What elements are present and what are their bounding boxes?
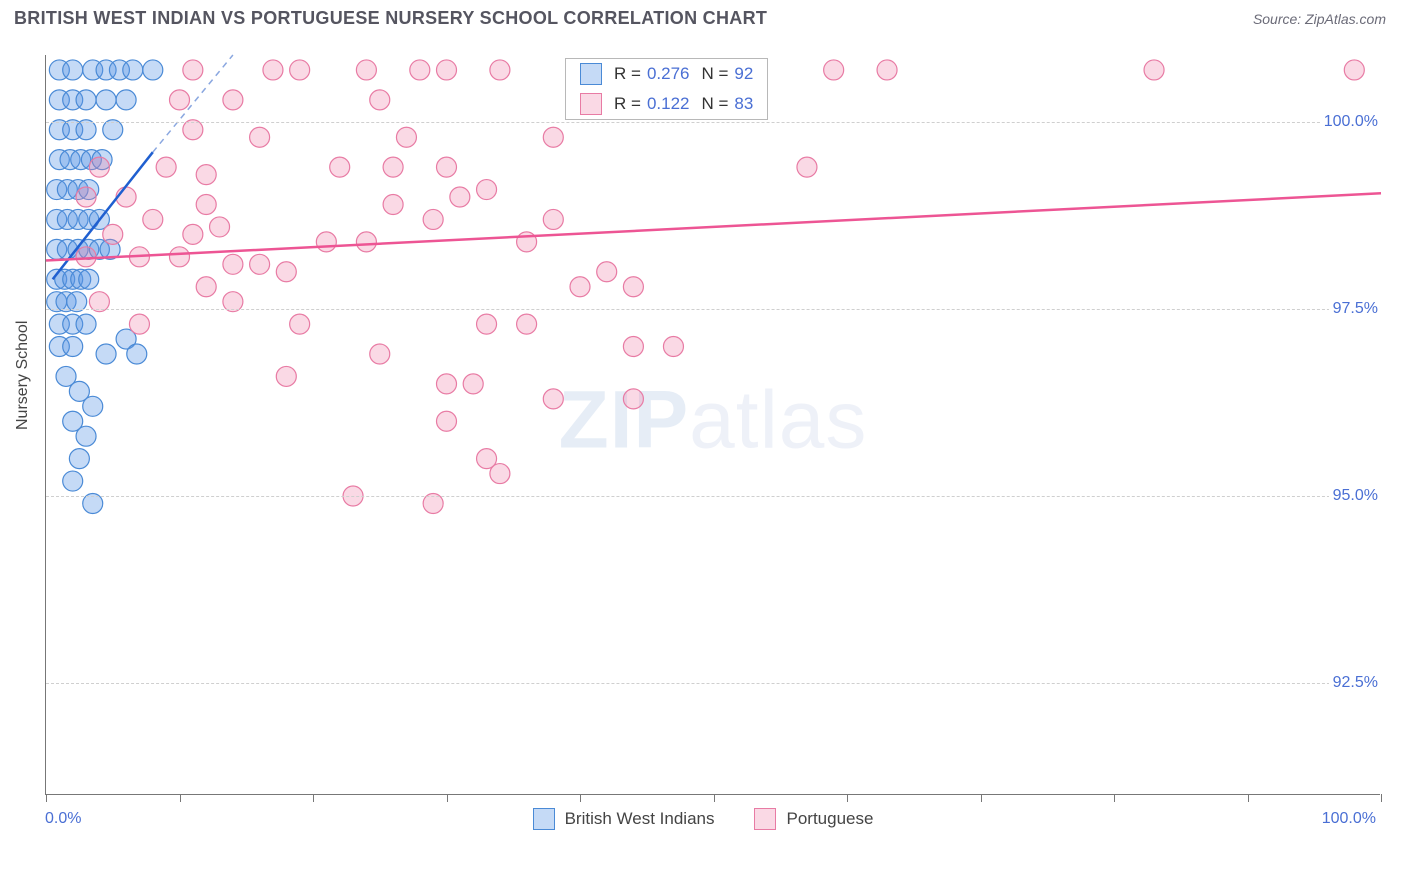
x-tick bbox=[981, 794, 982, 802]
stats-legend: R = 0.276 N = 92 R = 0.122 N = 83 bbox=[565, 58, 768, 120]
x-tick bbox=[1381, 794, 1382, 802]
legend-swatch-bwi bbox=[533, 808, 555, 830]
gridline bbox=[46, 496, 1380, 497]
x-tick bbox=[580, 794, 581, 802]
legend-item-bwi: British West Indians bbox=[533, 808, 715, 830]
gridline bbox=[46, 309, 1380, 310]
swatch-bwi bbox=[580, 63, 602, 85]
swatch-port bbox=[580, 93, 602, 115]
series-legend: British West Indians Portuguese bbox=[0, 808, 1406, 830]
legend-label-port: Portuguese bbox=[786, 809, 873, 829]
x-tick bbox=[46, 794, 47, 802]
x-tick bbox=[714, 794, 715, 802]
x-tick bbox=[313, 794, 314, 802]
y-tick-label: 100.0% bbox=[1320, 113, 1382, 131]
gridline bbox=[46, 122, 1380, 123]
gridline bbox=[46, 683, 1380, 684]
legend-item-port: Portuguese bbox=[754, 808, 873, 830]
stats-row-bwi: R = 0.276 N = 92 bbox=[566, 59, 767, 89]
chart-title: BRITISH WEST INDIAN VS PORTUGUESE NURSER… bbox=[14, 8, 767, 29]
y-tick-label: 95.0% bbox=[1329, 487, 1382, 505]
stats-row-port: R = 0.122 N = 83 bbox=[566, 89, 767, 119]
x-tick bbox=[1114, 794, 1115, 802]
x-tick bbox=[1248, 794, 1249, 802]
x-tick bbox=[447, 794, 448, 802]
y-tick-label: 97.5% bbox=[1329, 300, 1382, 318]
chart-plot-area: ZIPatlas 92.5%95.0%97.5%100.0% bbox=[45, 55, 1380, 795]
chart-source: Source: ZipAtlas.com bbox=[1253, 11, 1386, 27]
x-tick bbox=[847, 794, 848, 802]
y-axis-title: Nursery School bbox=[14, 321, 32, 430]
legend-swatch-port bbox=[754, 808, 776, 830]
legend-label-bwi: British West Indians bbox=[565, 809, 715, 829]
chart-header: BRITISH WEST INDIAN VS PORTUGUESE NURSER… bbox=[0, 0, 1406, 37]
y-tick-label: 92.5% bbox=[1329, 674, 1382, 692]
x-tick bbox=[180, 794, 181, 802]
